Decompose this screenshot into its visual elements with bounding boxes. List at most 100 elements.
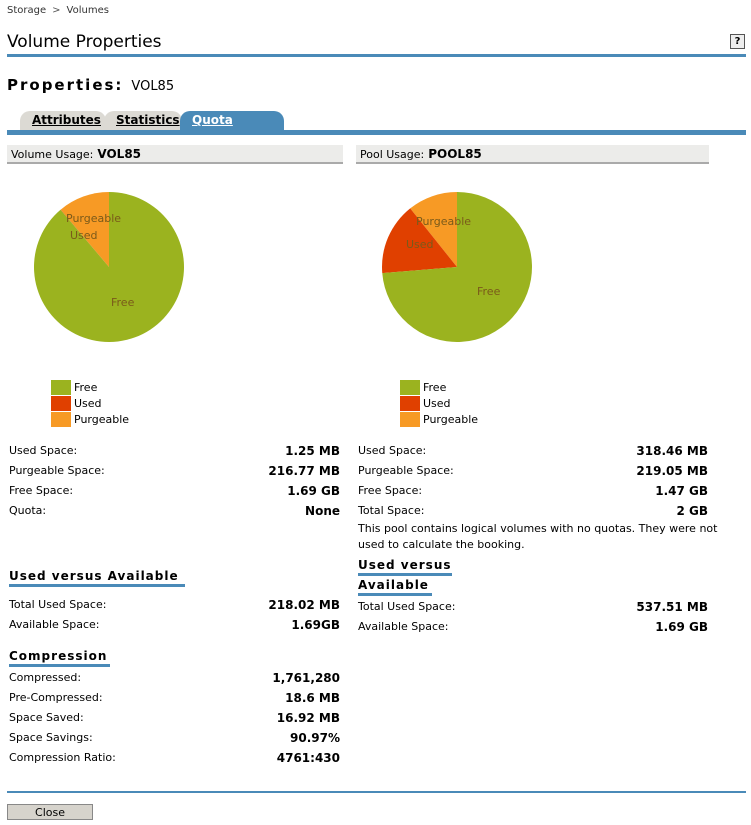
stat-label: Space Savings:: [9, 731, 93, 744]
stat-row: Available Space: 1.69GB: [9, 615, 340, 635]
stat-label: Purgeable Space:: [358, 464, 454, 477]
stat-row: Free Space: 1.47 GB: [358, 481, 708, 501]
stat-value: None: [305, 504, 340, 518]
pie-label-purgeable: Purgeable: [66, 212, 122, 225]
close-button[interactable]: Close: [7, 804, 93, 820]
stat-row: Total Used Space: 537.51 MB: [358, 597, 708, 617]
purgeable-swatch: [51, 411, 71, 427]
pie-label-purgeable: Purgeable: [416, 215, 472, 228]
pool-name: POOL85: [428, 147, 482, 161]
stat-label: Total Space:: [358, 504, 425, 517]
stat-row: Space Savings: 90.97%: [9, 728, 340, 748]
page-title: Volume Properties: [7, 32, 162, 52]
stat-label: Compressed:: [9, 671, 82, 684]
tab-attributes[interactable]: Attributes: [20, 111, 106, 130]
volume-name: VOL85: [97, 147, 142, 161]
footer-divider: [7, 791, 746, 793]
pool-legend: Free Used Purgeable: [400, 379, 478, 427]
stat-value: 318.46 MB: [636, 444, 708, 458]
stat-label: Space Saved:: [9, 711, 84, 724]
properties-value: VOL85: [131, 79, 175, 94]
breadcrumb-storage[interactable]: Storage: [7, 5, 47, 16]
legend-item-used: Used: [400, 395, 478, 411]
volume-pie-chart: [34, 192, 185, 342]
pool-used-vs-available-heading-1: Used versus: [358, 557, 452, 576]
stat-value: 219.05 MB: [636, 464, 708, 478]
compression-heading: Compression: [9, 648, 110, 667]
stat-label: Compression Ratio:: [9, 751, 116, 764]
legend-label: Free: [74, 380, 98, 394]
legend-label: Free: [423, 380, 447, 394]
stat-row: Available Space: 1.69 GB: [358, 617, 708, 637]
stat-value: 18.6 MB: [285, 691, 340, 705]
stat-label: Available Space:: [358, 620, 449, 633]
stat-label: Quota:: [9, 504, 47, 517]
pie-label-free: Free: [111, 296, 135, 309]
pool-usage-label: Pool Usage:: [360, 148, 425, 161]
pie-slice-purgeable: [410, 192, 457, 267]
pie-slice-purgeable: [60, 192, 109, 267]
stat-value: 1.47 GB: [655, 484, 708, 498]
stat-value: 1,761,280: [272, 671, 340, 685]
stat-label: Total Used Space:: [9, 598, 107, 611]
stat-row: Pre-Compressed: 18.6 MB: [9, 688, 340, 708]
free-swatch: [400, 379, 420, 395]
tab-quota-usage[interactable]: Quota Usage: [180, 111, 284, 146]
pie-slice-used: [60, 209, 109, 267]
stat-row: Used Space: 318.46 MB: [358, 441, 708, 461]
stat-label: Purgeable Space:: [9, 464, 105, 477]
stat-value: 90.97%: [290, 731, 340, 745]
volume-usage-header: Volume Usage: VOL85: [7, 145, 343, 164]
breadcrumb-volumes[interactable]: Volumes: [66, 5, 109, 16]
stat-label: Free Space:: [9, 484, 74, 497]
used-swatch: [400, 395, 420, 411]
stat-label: Used Space:: [358, 444, 427, 457]
legend-label: Used: [423, 396, 451, 410]
stat-label: Total Used Space:: [358, 600, 456, 613]
volume-used-vs-available-heading: Used versus Available: [9, 568, 185, 587]
pool-used-vs-available-heading-2: Available: [358, 577, 432, 596]
pool-usage-header: Pool Usage: POOL85: [356, 145, 709, 164]
title-divider: [7, 54, 746, 57]
legend-item-free: Free: [51, 379, 129, 395]
free-swatch: [51, 379, 71, 395]
breadcrumb-separator: >: [52, 5, 61, 16]
stat-row: Purgeable Space: 216.77 MB: [9, 461, 340, 481]
legend-label: Purgeable: [74, 412, 130, 426]
stat-label: Free Space:: [358, 484, 423, 497]
pie-label-used: Used: [70, 229, 98, 242]
stat-row: Total Used Space: 218.02 MB: [9, 595, 340, 615]
stat-value: 1.69 GB: [655, 620, 708, 634]
stat-row: Used Space: 1.25 MB: [9, 441, 340, 461]
stat-row: Total Space: 2 GB: [358, 501, 708, 521]
pie-label-free: Free: [477, 285, 501, 298]
stat-value: 537.51 MB: [636, 600, 708, 614]
help-button[interactable]: ?: [730, 34, 745, 49]
stat-value: 218.02 MB: [268, 598, 340, 612]
purgeable-swatch: [400, 411, 420, 427]
stat-value: 1.25 MB: [285, 444, 340, 458]
legend-item-free: Free: [400, 379, 478, 395]
legend-label: Purgeable: [423, 412, 479, 426]
stat-value: 4761:430: [276, 751, 340, 765]
legend-item-purgeable: Purgeable: [400, 411, 478, 427]
pie-slice-used: [382, 208, 457, 274]
pool-quota-note: This pool contains logical volumes with …: [358, 522, 718, 551]
stat-row: Quota: None: [9, 501, 340, 521]
stat-row: Compressed: 1,761,280: [9, 668, 340, 688]
legend-label: Used: [74, 396, 102, 410]
stat-label: Pre-Compressed:: [9, 691, 103, 704]
properties-label: Properties:: [7, 76, 124, 94]
stat-label: Used Space:: [9, 444, 78, 457]
tab-statistics[interactable]: Statistics: [104, 111, 182, 130]
legend-item-purgeable: Purgeable: [51, 411, 129, 427]
stat-row: Compression Ratio: 4761:430: [9, 748, 340, 768]
stat-value: 216.77 MB: [268, 464, 340, 478]
stat-value: 1.69GB: [291, 618, 340, 632]
stat-value: 2 GB: [676, 504, 708, 518]
used-swatch: [51, 395, 71, 411]
pool-pie-chart: [382, 192, 532, 342]
pie-label-used: Used: [406, 238, 434, 251]
stat-row: Free Space: 1.69 GB: [9, 481, 340, 501]
properties-heading: Properties: VOL85: [7, 76, 174, 94]
